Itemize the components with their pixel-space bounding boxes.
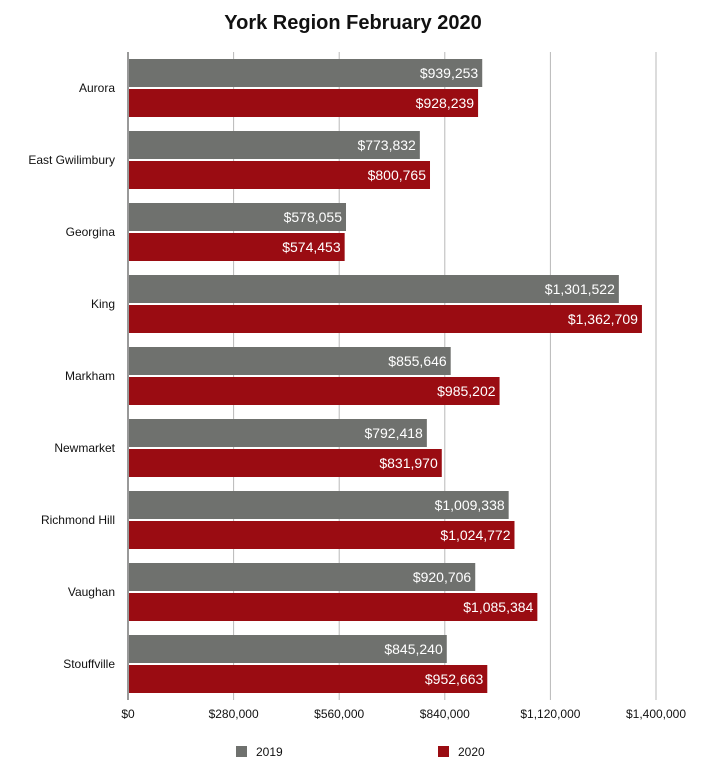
bar-2020 — [129, 665, 488, 693]
bar-2019 — [129, 419, 427, 447]
bar-2019 — [129, 131, 420, 159]
bar-value-label: $1,024,772 — [440, 527, 510, 543]
bar-value-label: $855,646 — [388, 353, 447, 369]
bar-value-label: $574,453 — [282, 239, 341, 255]
bar-2020 — [129, 593, 538, 621]
bar-2019 — [129, 563, 476, 591]
axes: $0 $280,000 $560,000 $840,000 $1,120,000 $1,4… — [28, 52, 686, 721]
bar-2020 — [129, 449, 442, 477]
x-tick-label: $280,000 — [209, 707, 259, 721]
bar-2020 — [129, 305, 642, 333]
bar-2019 — [129, 635, 447, 663]
bar-value-label: $985,202 — [437, 383, 496, 399]
category-label: Aurora — [79, 81, 115, 95]
category-label: King — [91, 297, 115, 311]
bar-value-label: $939,253 — [420, 65, 479, 81]
bars: $939,253 $928,239 $773,832 $800,765 $578,055… — [129, 59, 642, 693]
bar-2019 — [129, 347, 451, 375]
category-label: Vaughan — [68, 585, 115, 599]
x-tick-label: $840,000 — [420, 707, 470, 721]
x-tick-label: $560,000 — [314, 707, 364, 721]
category-label: East Gwilimbury — [28, 153, 115, 167]
bar-value-label: $1,362,709 — [568, 311, 638, 327]
category-label: Stouffville — [63, 657, 115, 671]
legend-label: 2019 — [256, 745, 283, 759]
bar-value-label: $800,765 — [368, 167, 427, 183]
category-label: Georgina — [66, 225, 116, 239]
x-tick-label: $0 — [121, 707, 135, 721]
bar-value-label: $1,085,384 — [463, 599, 533, 615]
gridlines — [233, 52, 657, 700]
bar-value-label: $952,663 — [425, 671, 484, 687]
bar-2019 — [129, 59, 483, 87]
bar-value-label: $792,418 — [364, 425, 423, 441]
bar-2020 — [129, 161, 431, 189]
bar-2019 — [129, 275, 619, 303]
legend: 2019 2020 — [236, 745, 485, 759]
bar-2020 — [129, 89, 479, 117]
category-label: Richmond Hill — [41, 513, 115, 527]
x-tick-label: $1,120,000 — [520, 707, 580, 721]
bar-2020 — [129, 377, 500, 405]
bar-2019 — [129, 491, 509, 519]
category-label: Newmarket — [54, 441, 115, 455]
x-tick-label: $1,400,000 — [626, 707, 686, 721]
legend-label: 2020 — [458, 745, 485, 759]
category-label: Markham — [65, 369, 115, 383]
bar-2020 — [129, 233, 345, 261]
bar-value-label: $845,240 — [384, 641, 443, 657]
bar-value-label: $578,055 — [284, 209, 343, 225]
legend-swatch-2020 — [438, 746, 449, 757]
bar-value-label: $920,706 — [413, 569, 472, 585]
bar-value-label: $1,009,338 — [435, 497, 505, 513]
bar-2019 — [129, 203, 347, 231]
bar-value-label: $773,832 — [357, 137, 416, 153]
bar-value-label: $928,239 — [416, 95, 475, 111]
bar-2020 — [129, 521, 515, 549]
bar-value-label: $1,301,522 — [545, 281, 615, 297]
bar-value-label: $831,970 — [379, 455, 438, 471]
chart-title: York Region February 2020 — [224, 12, 482, 34]
legend-swatch-2019 — [236, 746, 247, 757]
